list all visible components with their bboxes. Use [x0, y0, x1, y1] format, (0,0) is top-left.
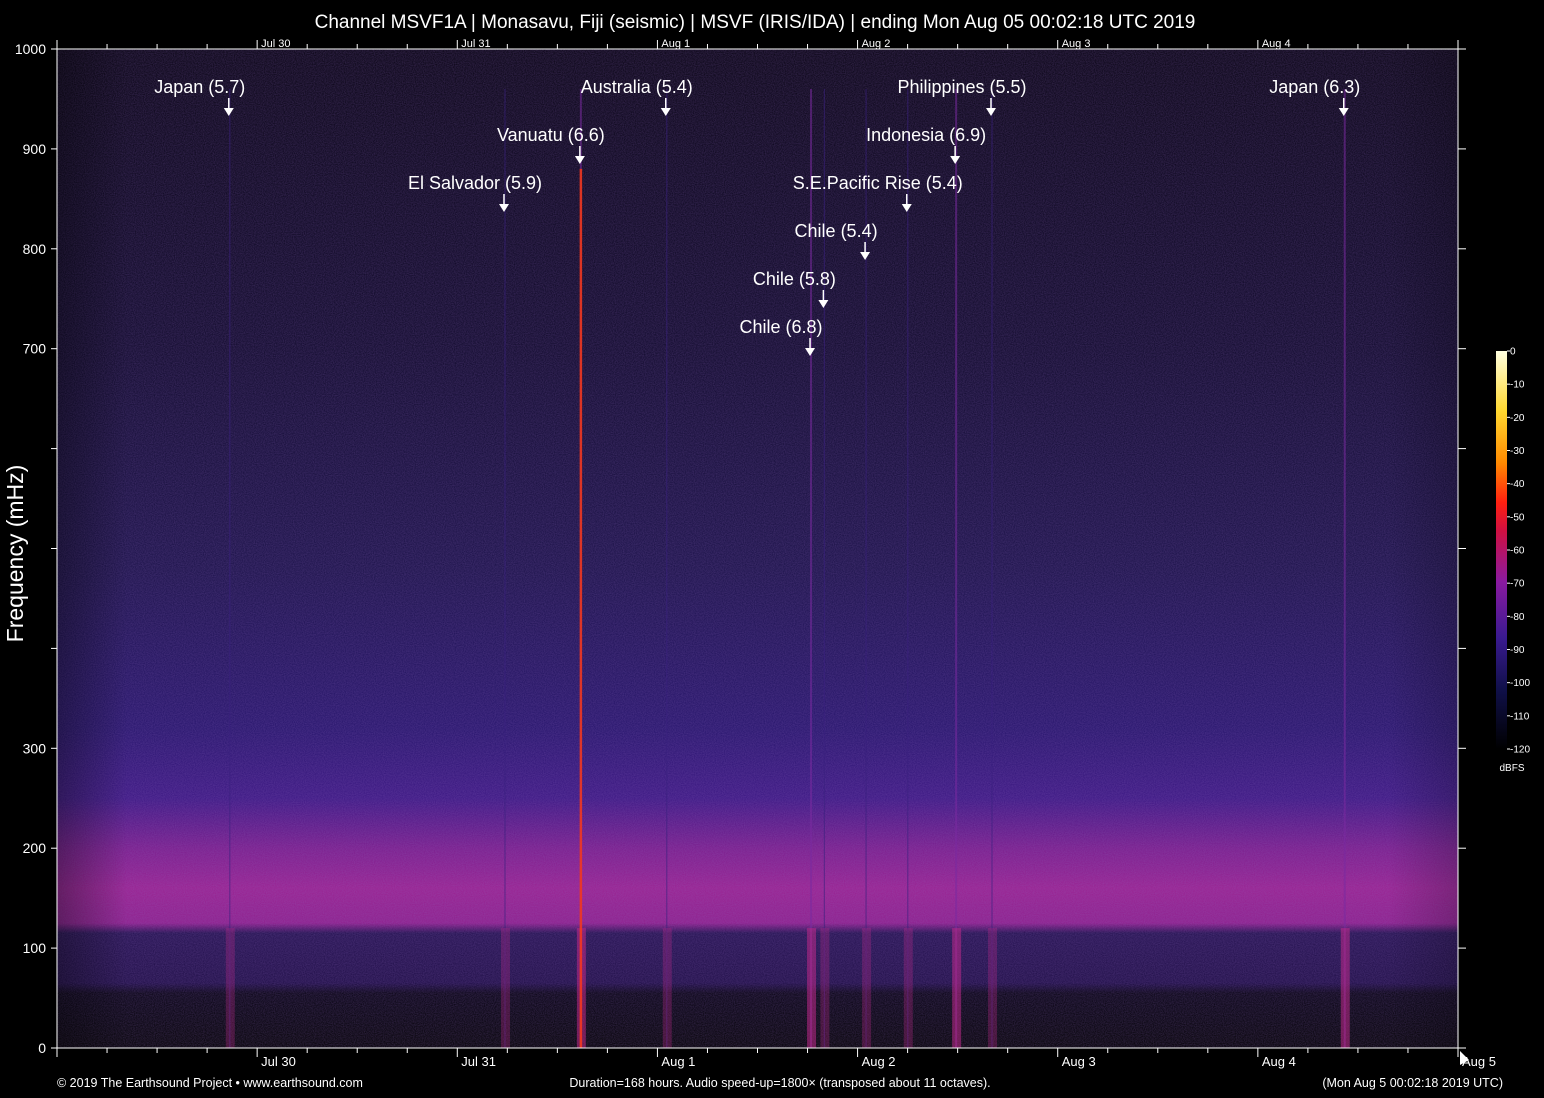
x-tick-label: Aug 4	[1262, 1054, 1296, 1069]
event-annotation: Chile (5.4)	[795, 221, 878, 260]
event-low-freq-burst	[988, 928, 997, 1048]
event-label: El Salvador (5.9)	[408, 173, 542, 193]
colorbar-tick-label: -40	[1510, 479, 1525, 490]
x-tick-label-top: Aug 4	[1262, 38, 1291, 50]
colorbar-tick-label: 0	[1510, 347, 1516, 358]
event-annotation: Australia (5.4)	[581, 77, 693, 116]
event-low-freq-burst	[500, 928, 510, 1048]
down-arrow-icon	[574, 156, 585, 164]
colorbar-tick-label: -60	[1510, 546, 1525, 557]
event-label: Chile (6.8)	[740, 317, 823, 337]
x-tick-label-top: Aug 3	[1062, 38, 1091, 50]
down-arrow-icon	[860, 252, 871, 260]
event-streaks	[225, 89, 1350, 1048]
down-arrow-icon	[901, 204, 912, 212]
y-tick-label: 1000	[15, 41, 46, 57]
footer-duration: Duration=168 hours. Audio speed-up=1800×…	[569, 1076, 990, 1090]
event-low-freq-burst	[862, 928, 872, 1048]
colorbar-ticks: 0 -10 -20 -30 -40 -50 -60 -70 -80 -90 -100 -110 -120	[1507, 347, 1530, 756]
down-arrow-icon	[1338, 108, 1349, 116]
x-tick-label: Aug 5	[1462, 1054, 1496, 1069]
x-tick-label: Aug 3	[1062, 1054, 1096, 1069]
event-annotation: Chile (5.8)	[753, 269, 836, 308]
down-arrow-icon	[805, 348, 816, 356]
y-tick-label: 300	[23, 740, 47, 756]
event-annotation: Philippines (5.5)	[897, 77, 1027, 116]
colorbar-scale	[1496, 351, 1507, 749]
event-label: Philippines (5.5)	[897, 77, 1026, 97]
event-low-freq-burst	[952, 928, 962, 1048]
x-tick-label-top: Aug 1	[661, 38, 690, 50]
y-tick-label: 900	[23, 141, 47, 157]
down-arrow-icon	[986, 108, 996, 116]
footer-copyright: © 2019 The Earthsound Project • www.eart…	[57, 1076, 363, 1090]
y-tick-label: 100	[23, 940, 47, 956]
colorbar-tick-label: -30	[1510, 446, 1525, 457]
down-arrow-icon	[818, 300, 829, 308]
y-axis: 0 100 200 300 700 800 900 1000	[15, 41, 1466, 1056]
event-label: Japan (5.7)	[154, 77, 245, 97]
event-annotation: El Salvador (5.9)	[408, 173, 542, 212]
event-label: Japan (6.3)	[1269, 77, 1360, 97]
event-label: Chile (5.4)	[795, 221, 878, 241]
event-label: Indonesia (6.9)	[866, 125, 986, 145]
down-arrow-icon	[223, 108, 234, 116]
chart-title: Channel MSVF1A | Monasavu, Fiji (seismic…	[315, 12, 1196, 33]
colorbar: 0 -10 -20 -30 -40 -50 -60 -70 -80 -90 -100 -110 -120…	[1496, 347, 1530, 774]
event-annotation: Japan (6.3)	[1269, 77, 1360, 116]
event-annotation: Chile (6.8)	[740, 317, 823, 356]
colorbar-tick-label: -120	[1510, 745, 1530, 756]
colorbar-tick-label: -90	[1510, 645, 1525, 656]
earthquake-annotations: Japan (5.7) Australia (5.4) Philippines (5…	[154, 77, 1360, 356]
x-tick-label: Aug 2	[862, 1054, 896, 1069]
colorbar-tick-label: -20	[1510, 413, 1525, 424]
down-arrow-icon	[498, 204, 509, 212]
x-tick-label: Jul 30	[261, 1054, 296, 1069]
event-low-freq-burst	[903, 928, 913, 1048]
x-tick-label-top: Jul 30	[261, 38, 290, 50]
event-label: S.E.Pacific Rise (5.4)	[793, 173, 963, 193]
y-tick-label: 0	[38, 1040, 46, 1056]
event-low-freq-burst	[1340, 928, 1350, 1048]
event-label: Australia (5.4)	[581, 77, 693, 97]
colorbar-tick-label: -10	[1510, 380, 1525, 391]
event-annotation: Indonesia (6.9)	[866, 125, 986, 164]
x-tick-label: Jul 31	[461, 1054, 496, 1069]
event-low-freq-burst	[225, 928, 235, 1048]
down-arrow-icon	[660, 108, 671, 116]
event-low-freq-burst	[820, 928, 830, 1048]
event-low-freq-burst	[807, 928, 817, 1048]
spectrogram-edge-fade	[57, 49, 1458, 1048]
event-label: Chile (5.8)	[753, 269, 836, 289]
x-axis: Jul 30 Jul 30 Jul 31 Jul 31 Aug 1 Aug 1 Aug 2 A…	[56, 38, 1496, 1069]
colorbar-tick-label: -80	[1510, 612, 1525, 623]
event-annotation: Japan (5.7)	[154, 77, 245, 116]
event-annotation: S.E.Pacific Rise (5.4)	[793, 173, 963, 212]
y-axis-label: Frequency (mHz)	[2, 465, 28, 643]
plot-area	[56, 48, 1459, 1049]
x-tick-label-top: Jul 31	[461, 38, 490, 50]
y-tick-label: 700	[23, 341, 47, 357]
colorbar-tick-label: -50	[1510, 512, 1525, 523]
cursor-pointer-icon	[1460, 1051, 1469, 1065]
down-arrow-icon	[950, 156, 961, 164]
y-tick-label: 200	[23, 840, 47, 856]
footer-timestamp: (Mon Aug 5 00:02:18 2019 UTC)	[1322, 1076, 1503, 1090]
colorbar-tick-label: -110	[1510, 711, 1530, 722]
colorbar-tick-label: -70	[1510, 579, 1525, 590]
colorbar-tick-label: -100	[1510, 678, 1530, 689]
event-low-freq-burst	[662, 928, 672, 1048]
event-label: Vanuatu (6.6)	[497, 125, 605, 145]
x-tick-label: Aug 1	[661, 1054, 695, 1069]
colorbar-unit: dBFS	[1499, 763, 1524, 774]
x-tick-label-top: Aug 2	[862, 38, 891, 50]
event-annotation: Vanuatu (6.6)	[497, 125, 605, 164]
y-tick-label: 800	[23, 241, 47, 257]
